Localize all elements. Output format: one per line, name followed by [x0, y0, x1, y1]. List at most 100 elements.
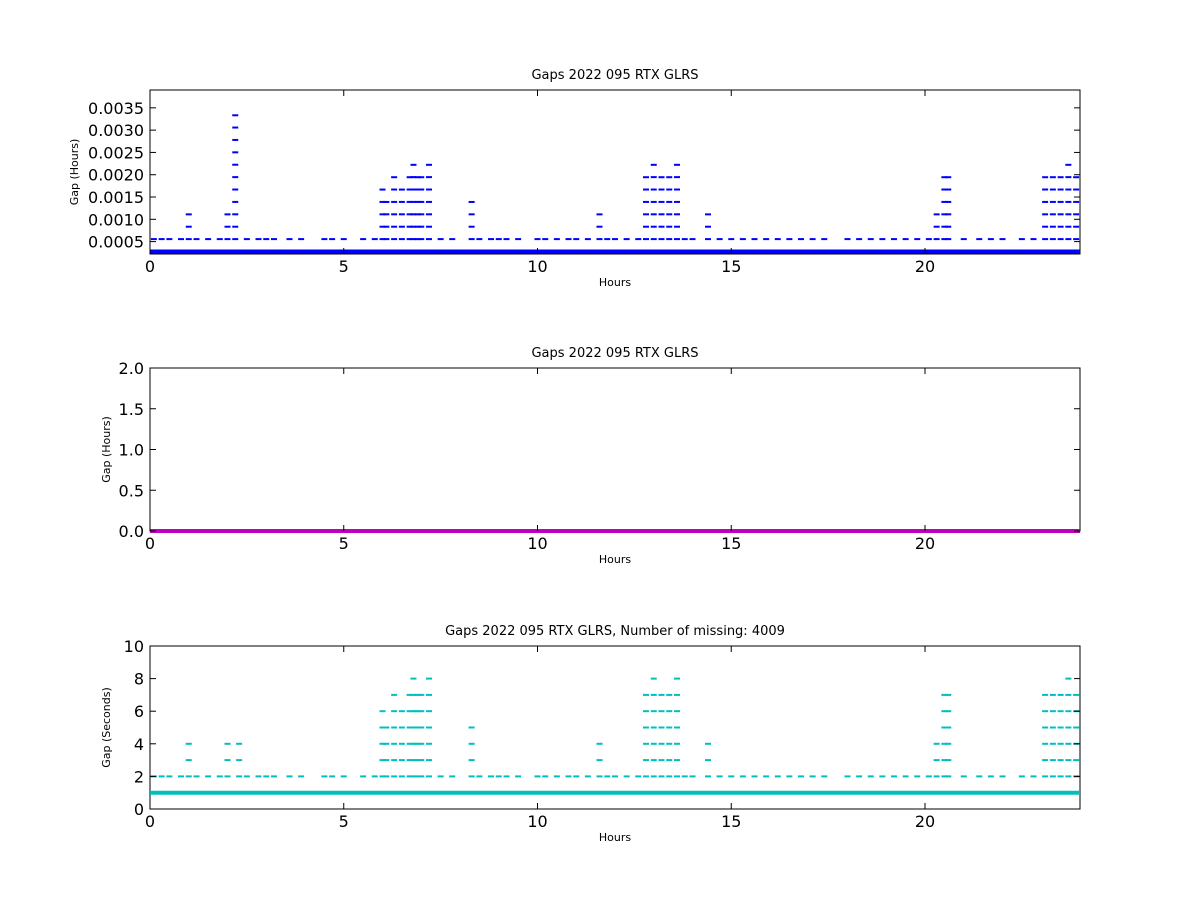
data-point — [414, 759, 421, 762]
data-point — [914, 775, 921, 778]
data-point — [658, 213, 665, 216]
data-point — [379, 238, 386, 241]
data-point — [739, 238, 746, 241]
data-point — [945, 742, 952, 745]
data-point — [410, 238, 417, 241]
data-point — [650, 238, 657, 241]
data-point — [941, 188, 948, 191]
data-point — [643, 238, 649, 241]
data-point — [398, 775, 405, 778]
y-tick-label: 6 — [134, 702, 144, 721]
data-point — [1065, 710, 1072, 713]
data-point — [798, 775, 804, 778]
data-point — [914, 238, 921, 241]
data-point — [809, 775, 816, 778]
data-point — [263, 238, 270, 241]
y-tick-label: 1.5 — [119, 400, 144, 419]
data-point — [867, 775, 874, 778]
data-point — [650, 213, 657, 216]
data-point — [158, 775, 165, 778]
x-tick-label: 15 — [721, 257, 741, 276]
data-point — [856, 238, 863, 241]
y-tick-label: 0.0 — [119, 522, 144, 541]
data-point — [945, 693, 952, 696]
data-point — [1042, 200, 1049, 203]
data-point — [674, 710, 680, 713]
data-point — [449, 775, 456, 778]
data-point — [391, 710, 398, 713]
data-point — [705, 238, 711, 241]
data-point — [406, 188, 413, 191]
data-point — [379, 759, 386, 762]
data-point — [410, 775, 417, 778]
data-point — [573, 238, 580, 241]
data-point — [232, 151, 239, 154]
data-point — [383, 238, 390, 241]
data-point — [821, 238, 828, 241]
data-point — [643, 710, 649, 713]
data-point — [371, 775, 378, 778]
data-point — [414, 225, 421, 228]
data-point — [1057, 213, 1064, 216]
data-point — [414, 726, 421, 729]
data-point — [379, 742, 386, 745]
data-point — [426, 759, 432, 762]
data-point — [437, 775, 444, 778]
data-point — [410, 693, 417, 696]
data-point — [476, 238, 483, 241]
data-point — [468, 225, 475, 228]
data-point — [271, 775, 277, 778]
data-point — [1073, 176, 1080, 179]
data-point — [1049, 213, 1056, 216]
data-point — [426, 176, 432, 179]
data-point — [643, 742, 649, 745]
data-point — [674, 759, 680, 762]
data-point — [418, 188, 425, 191]
data-point — [643, 176, 649, 179]
plot-area — [149, 367, 1081, 532]
data-point — [674, 188, 680, 191]
y-axis-label: Gap (Hours) — [68, 139, 81, 206]
x-tick-label: 5 — [339, 257, 349, 276]
data-point — [1030, 238, 1037, 241]
data-point — [650, 693, 657, 696]
data-point — [945, 775, 952, 778]
data-point — [243, 775, 250, 778]
data-point — [371, 238, 378, 241]
data-point — [1049, 775, 1056, 778]
data-point — [1073, 238, 1080, 241]
data-point — [216, 238, 223, 241]
data-point — [798, 238, 804, 241]
data-point — [1042, 775, 1049, 778]
data-point — [383, 726, 390, 729]
y-tick-label: 1.0 — [119, 441, 144, 460]
chart-panel-1: 0 5 10 15 20 0.0005 0.0010 0.0015 0.0020 0.0025 0.… — [68, 68, 1081, 289]
data-point — [650, 710, 657, 713]
data-point — [976, 775, 983, 778]
data-point — [1049, 188, 1056, 191]
data-point — [1057, 742, 1064, 745]
data-point — [666, 726, 673, 729]
data-point — [728, 775, 735, 778]
data-point — [383, 759, 390, 762]
data-point — [406, 742, 413, 745]
data-point — [658, 742, 665, 745]
data-point — [902, 238, 909, 241]
data-point — [1042, 693, 1049, 696]
data-point — [650, 775, 657, 778]
data-point — [674, 200, 680, 203]
data-point — [468, 775, 475, 778]
data-point — [185, 213, 192, 216]
data-point — [604, 238, 611, 241]
data-point — [166, 238, 173, 241]
data-point — [666, 225, 673, 228]
data-point — [495, 238, 502, 241]
data-point — [271, 238, 277, 241]
data-point — [379, 213, 386, 216]
data-point — [224, 742, 231, 745]
data-point — [426, 225, 432, 228]
data-point — [360, 775, 367, 778]
data-point — [391, 775, 398, 778]
data-point — [1065, 693, 1072, 696]
